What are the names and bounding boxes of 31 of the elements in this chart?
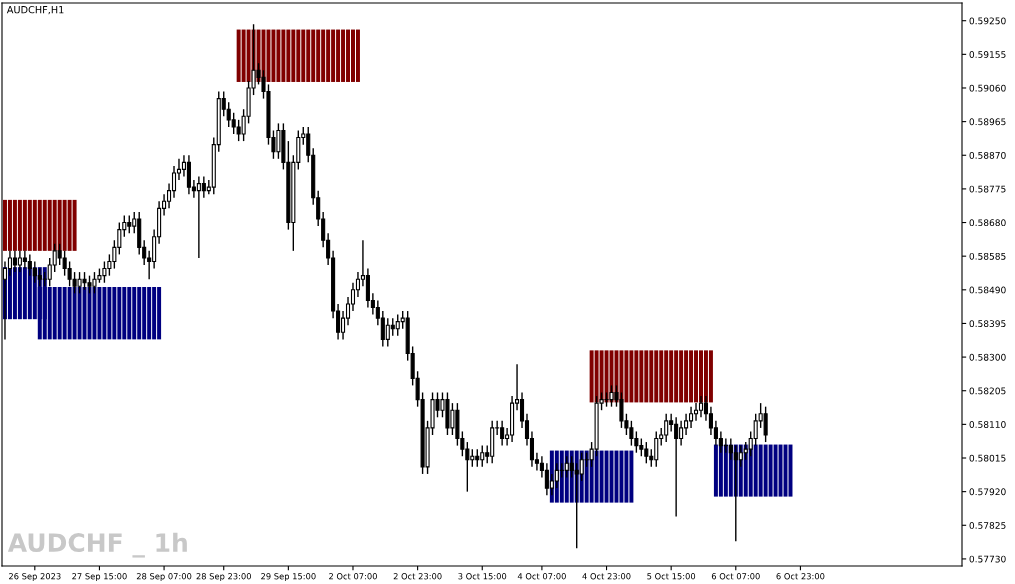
x-tick-label: 3 Oct 15:00 <box>458 573 507 580</box>
x-tick-label: 2 Oct 07:00 <box>329 573 377 580</box>
x-tick-label: 2 Oct 23:00 <box>393 573 442 580</box>
y-tick-label: 0.58585 <box>969 252 1006 260</box>
x-tick-label: 29 Sep 15:00 <box>261 573 316 582</box>
chart-title: AUDCHF,H1 <box>6 5 64 15</box>
x-tick-label: 26 Sep 2023 <box>9 573 61 582</box>
x-tick-label: 6 Oct 23:00 <box>776 573 825 580</box>
y-tick-label: 0.57920 <box>969 488 1006 496</box>
y-tick-label: 0.59250 <box>969 17 1006 25</box>
x-tick-label: 5 Oct 15:00 <box>647 573 696 580</box>
y-tick-label: 0.58395 <box>969 320 1006 328</box>
x-tick-label: 4 Oct 07:00 <box>517 573 566 580</box>
y-tick-label: 0.58490 <box>969 286 1006 294</box>
x-tick-label: 28 Sep 07:00 <box>136 573 192 582</box>
x-tick-label: 6 Oct 07:00 <box>711 573 760 580</box>
y-tick-label: 0.58205 <box>969 387 1006 395</box>
y-tick-label: 0.58775 <box>969 185 1006 193</box>
y-tick-label: 0.58965 <box>969 118 1006 126</box>
y-tick-label: 0.59155 <box>969 51 1006 58</box>
x-tick-label: 28 Sep 23:00 <box>196 573 251 582</box>
y-tick-label: 0.58300 <box>969 353 1006 361</box>
y-tick-label: 0.57730 <box>969 555 1006 563</box>
y-tick-label: 0.59060 <box>969 84 1006 92</box>
y-tick-label: 0.58110 <box>969 421 1006 428</box>
y-tick-label: 0.58680 <box>969 219 1006 227</box>
y-tick-label: 0.57825 <box>969 522 1006 529</box>
x-tick-label: 4 Oct 23:00 <box>582 573 631 580</box>
y-tick-label: 0.58015 <box>969 454 1006 462</box>
y-tick-label: 0.58870 <box>969 151 1006 159</box>
x-tick-label: 27 Sep 15:00 <box>72 573 127 582</box>
